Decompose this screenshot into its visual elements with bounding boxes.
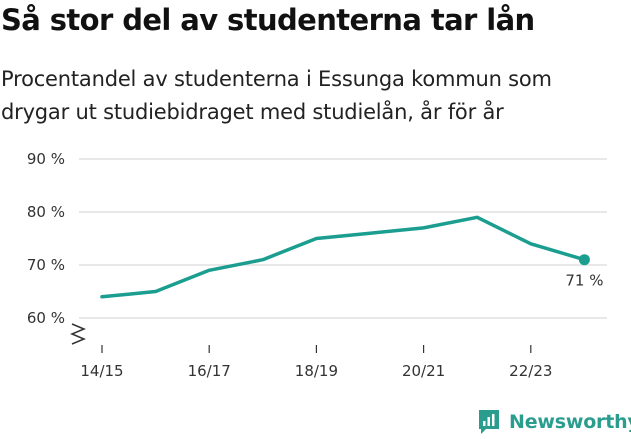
chart-title: Så stor del av studenterna tar lån <box>1 3 535 37</box>
x-tick-labels: 14/15 16/17 18/19 20/21 22/23 <box>80 362 552 380</box>
y-tick-label: 80 % <box>27 203 65 221</box>
x-tick-label: 18/19 <box>295 362 338 380</box>
newsworthy-brand: Newsworthy <box>477 408 631 436</box>
chart-subtitle: Procentandel av studenterna i Essunga ko… <box>1 67 552 124</box>
y-tick-labels: 60 % 70 % 80 % 90 % <box>27 150 65 327</box>
data-labels: 71 % <box>565 272 603 290</box>
last-data-point <box>578 254 590 266</box>
x-tick-label: 14/15 <box>80 362 123 380</box>
x-tick-label: 22/23 <box>509 362 552 380</box>
data-series <box>100 215 590 299</box>
brand-name: Newsworthy <box>509 411 631 433</box>
newsworthy-logo-icon <box>479 410 499 434</box>
axis-break-icon <box>70 323 86 345</box>
y-tick-label: 90 % <box>27 150 65 168</box>
y-tick-label: 60 % <box>27 309 65 327</box>
last-value-label: 71 % <box>565 272 603 290</box>
x-axis-ticks <box>101 345 532 353</box>
x-tick-label: 16/17 <box>188 362 231 380</box>
x-tick-label: 20/21 <box>402 362 445 380</box>
y-tick-label: 70 % <box>27 256 65 274</box>
series-line <box>100 215 587 299</box>
grid-lines <box>79 158 607 319</box>
